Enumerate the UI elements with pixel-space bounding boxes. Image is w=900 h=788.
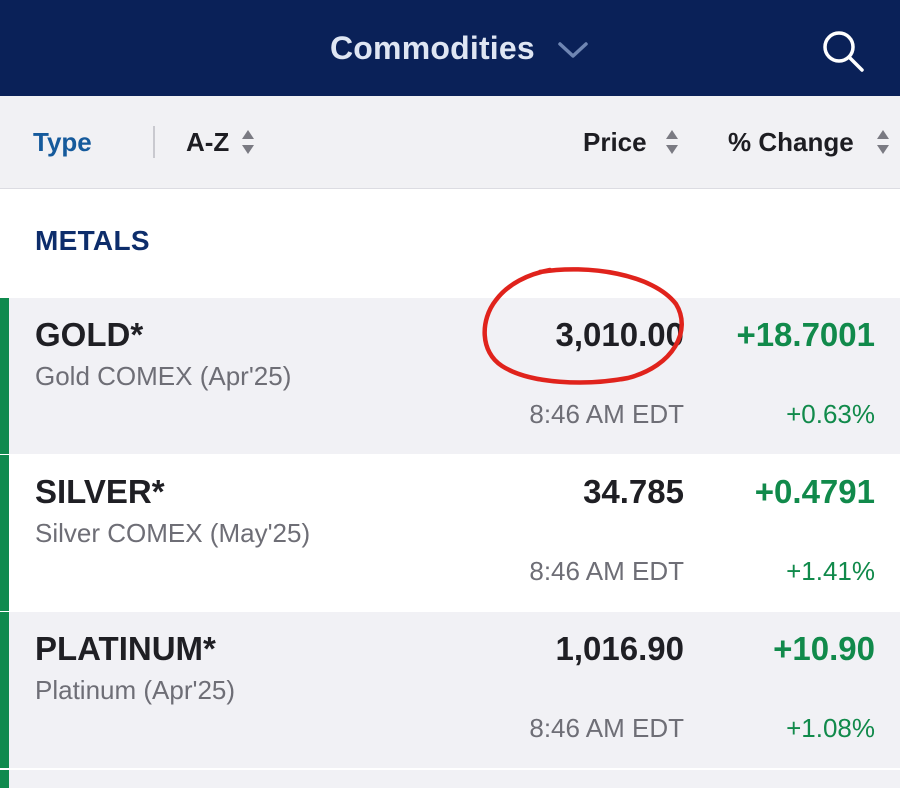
- search-icon[interactable]: [818, 26, 868, 76]
- price: 34.785: [583, 473, 684, 510]
- chevron-down-icon[interactable]: [556, 34, 590, 64]
- price: 1,016.90: [555, 630, 684, 667]
- sort-change-button[interactable]: % Change: [728, 126, 854, 158]
- row-accent-bar: [0, 298, 9, 454]
- description: Gold COMEX (Apr'25): [35, 361, 292, 391]
- percent-change: +1.08%: [786, 713, 875, 743]
- sort-az-button[interactable]: A-Z: [186, 126, 229, 158]
- percent-change: +0.63%: [786, 399, 875, 429]
- divider: [153, 126, 155, 158]
- sort-arrows-icon[interactable]: [876, 127, 890, 157]
- sort-bar: Type A-Z Price % Change: [0, 96, 900, 189]
- timestamp: 8:46 AM EDT: [529, 556, 684, 586]
- app-header: Commodities: [0, 0, 900, 96]
- sort-price-label: Price: [583, 127, 647, 157]
- sort-az-label: A-Z: [186, 127, 230, 157]
- table-row[interactable]: PLATINUM* Platinum (Apr'25) 1,016.90 8:4…: [0, 612, 900, 768]
- description: Silver COMEX (May'25): [35, 518, 311, 548]
- sort-arrows-icon[interactable]: [665, 127, 679, 157]
- row-accent-bar: [0, 612, 9, 768]
- table-row[interactable]: SILVER* Silver COMEX (May'25) 34.785 8:4…: [0, 455, 900, 611]
- price: 3,010.00: [555, 316, 684, 353]
- table-row[interactable]: GOLD* Gold COMEX (Apr'25) 3,010.00 8:46 …: [0, 298, 900, 454]
- sort-change-label: % Change: [728, 127, 854, 157]
- change: +0.4791: [754, 473, 875, 510]
- sort-price-button[interactable]: Price: [583, 126, 647, 158]
- section-title: METALS: [35, 225, 150, 256]
- sort-arrows-icon[interactable]: [241, 127, 255, 157]
- symbol: PLATINUM*: [35, 630, 216, 667]
- timestamp: 8:46 AM EDT: [529, 399, 684, 429]
- row-accent-bar: [0, 455, 9, 611]
- change: +10.90: [773, 630, 875, 667]
- symbol: SILVER*: [35, 473, 165, 510]
- row-accent-bar: [0, 770, 9, 788]
- timestamp: 8:46 AM EDT: [529, 713, 684, 743]
- percent-change: +1.41%: [786, 556, 875, 586]
- change: +18.7001: [736, 316, 875, 353]
- description: Platinum (Apr'25): [35, 675, 236, 705]
- symbol: GOLD*: [35, 316, 144, 353]
- table-row[interactable]: [0, 770, 900, 788]
- sort-type-button[interactable]: Type: [33, 127, 92, 157]
- page-title[interactable]: Commodities: [330, 30, 535, 66]
